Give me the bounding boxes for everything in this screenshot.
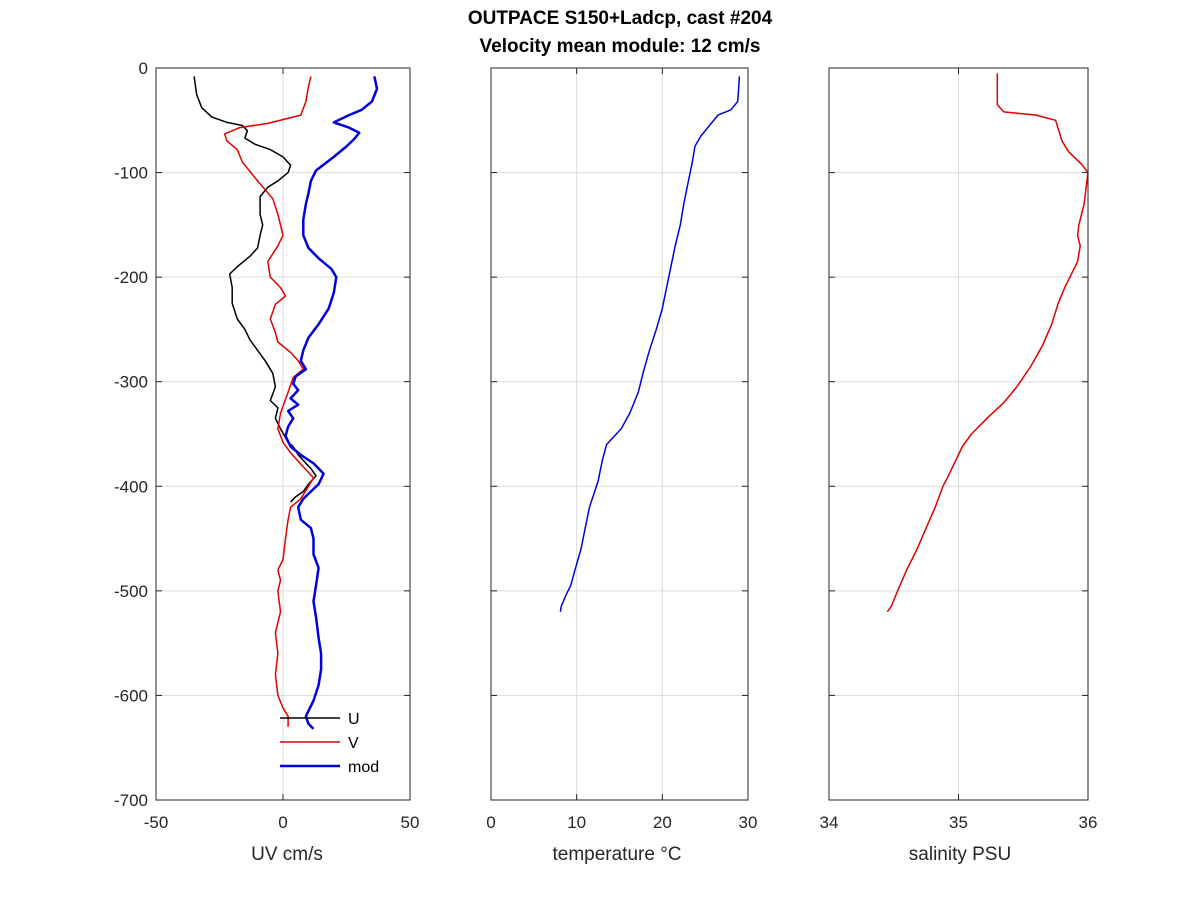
temperature-x-axis-label: temperature °C — [552, 844, 681, 865]
uv-y-tick-label: -100 — [114, 164, 148, 183]
salinity-series-profile — [886, 73, 1089, 613]
uv-series-mod — [284, 76, 379, 730]
temperature-axes-box — [490, 67, 749, 801]
uv-y-tick-label: -300 — [114, 373, 148, 392]
uv-y-tick-label: -200 — [114, 268, 148, 287]
chart-title-line-2: Velocity mean module: 12 cm/s — [480, 36, 761, 57]
uv-y-tick-label: 0 — [139, 59, 148, 78]
temperature-plot-area — [491, 68, 748, 800]
temperature-series-profile — [559, 76, 741, 612]
uv-x-tick-label: 50 — [401, 813, 420, 832]
uv-series-v — [223, 76, 315, 727]
salinity-x-tick-label: 35 — [949, 813, 968, 832]
salinity-panel: 34 35 36 — [820, 67, 1098, 832]
chart-title-line-1: OUTPACE S150+Ladcp, cast #204 — [468, 8, 773, 29]
temperature-panel: 0 10 20 30 — [486, 67, 758, 832]
temperature-x-tick-label: 10 — [567, 813, 586, 832]
legend-label-mod: mod — [348, 759, 379, 776]
salinity-x-tick-label: 36 — [1079, 813, 1098, 832]
temperature-x-tick-label: 0 — [486, 813, 495, 832]
salinity-x-axis-label: salinity PSU — [909, 844, 1011, 865]
uv-panel: -50 0 500-100-200-300-400-500-600-700 — [114, 59, 419, 832]
uv-x-tick-label: 0 — [278, 813, 287, 832]
temperature-x-tick-label: 30 — [739, 813, 758, 832]
uv-y-tick-label: -400 — [114, 477, 148, 496]
uv-x-tick-label: -50 — [144, 813, 169, 832]
uv-legend: U V mod — [280, 711, 379, 776]
salinity-x-tick-label: 34 — [820, 813, 839, 832]
uv-y-tick-label: -500 — [114, 582, 148, 601]
temperature-x-tick-label: 20 — [653, 813, 672, 832]
legend-label-u: U — [348, 711, 360, 728]
uv-y-tick-label: -700 — [114, 791, 148, 810]
legend-label-v: V — [348, 735, 359, 752]
uv-y-tick-label: -600 — [114, 686, 148, 705]
uv-x-axis-label: UV cm/s — [251, 844, 323, 865]
